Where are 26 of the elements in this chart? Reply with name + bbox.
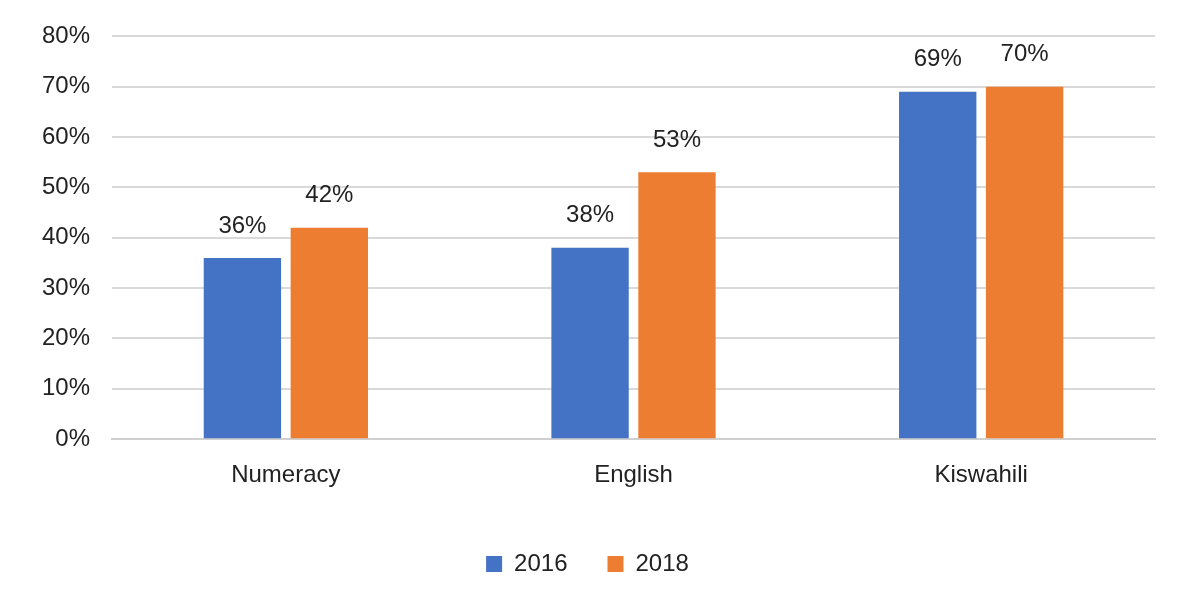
data-label: 53% [652,124,701,152]
legend-label: 2018 [635,548,689,576]
y-tick-label: 10% [41,373,91,401]
y-tick-label: 50% [41,172,91,200]
data-label: 36% [218,210,267,238]
data-label: 38% [566,200,615,228]
bar [985,86,1064,439]
x-tick-label: Kiswahili [934,460,1028,488]
bar [290,227,368,439]
bar [203,257,282,439]
bar [551,247,629,439]
y-tick-label: 40% [41,222,91,250]
data-label: 69% [913,44,962,72]
y-tick-label: 70% [41,71,91,99]
legend-label: 2016 [514,548,568,576]
bar [899,91,977,439]
x-tick-label: English [594,460,673,488]
data-label: 70% [1000,39,1049,67]
y-tick-label: 60% [41,121,91,149]
y-tick-label: 20% [41,323,91,351]
x-tick-label: Numeracy [231,460,341,488]
data-label: 42% [305,180,354,208]
y-tick-label: 0% [55,423,91,451]
y-tick-label: 30% [41,272,91,300]
y-tick-label: 80% [41,21,91,49]
bar [638,172,716,439]
